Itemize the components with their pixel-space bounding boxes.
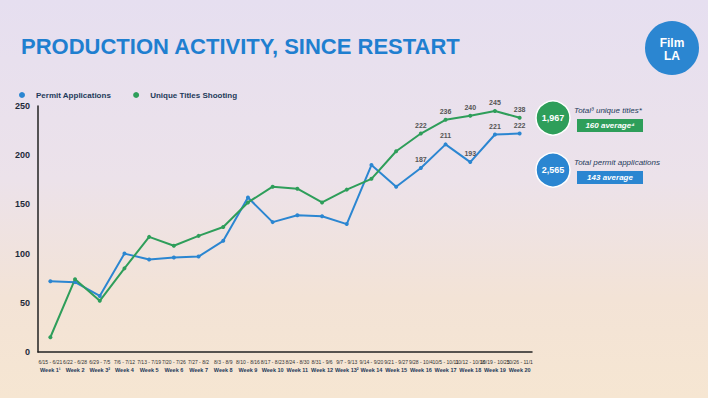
svg-text:10/12 - 10/18: 10/12 - 10/18: [455, 359, 485, 365]
svg-text:Week 17: Week 17: [435, 367, 457, 373]
svg-text:6/22 - 6/28: 6/22 - 6/28: [63, 359, 87, 365]
svg-text:Week 18: Week 18: [459, 367, 481, 373]
svg-text:Week 1¹: Week 1¹: [40, 367, 61, 373]
svg-text:50: 50: [20, 298, 30, 308]
svg-text:143 average: 143 average: [587, 173, 633, 182]
svg-text:Week 8: Week 8: [214, 367, 233, 373]
svg-text:Week 2: Week 2: [66, 367, 85, 373]
svg-text:8/31 - 9/6: 8/31 - 9/6: [311, 359, 332, 365]
svg-text:Permit Applications: Permit Applications: [36, 91, 111, 100]
svg-text:160 average⁴: 160 average⁴: [585, 121, 634, 130]
svg-text:1,967: 1,967: [542, 113, 565, 123]
svg-text:9/7 - 9/13: 9/7 - 9/13: [336, 359, 357, 365]
svg-text:Week 3²: Week 3²: [89, 367, 110, 373]
svg-text:8/10 - 8/16: 8/10 - 8/16: [236, 359, 260, 365]
svg-text:150: 150: [15, 199, 30, 209]
svg-text:193: 193: [464, 150, 476, 157]
svg-text:Week 13²: Week 13²: [335, 367, 359, 373]
svg-text:187: 187: [415, 156, 427, 163]
svg-text:Week 11: Week 11: [287, 367, 309, 373]
svg-text:250: 250: [15, 101, 30, 111]
svg-text:Unique Titles Shooting: Unique Titles Shooting: [150, 91, 237, 100]
svg-text:245: 245: [489, 99, 501, 106]
svg-text:10/5 - 10/11: 10/5 - 10/11: [432, 359, 459, 365]
svg-text:Week 19: Week 19: [484, 367, 506, 373]
svg-text:240: 240: [464, 104, 476, 111]
svg-text:6/15 - 6/21: 6/15 - 6/21: [38, 359, 62, 365]
svg-text:7/13 - 7/19: 7/13 - 7/19: [137, 359, 161, 365]
svg-text:Week 20: Week 20: [509, 367, 531, 373]
svg-text:Week 6: Week 6: [164, 367, 183, 373]
svg-text:222: 222: [415, 122, 427, 129]
svg-text:Week 5: Week 5: [140, 367, 159, 373]
svg-text:Week 16: Week 16: [410, 367, 432, 373]
svg-text:Total³ unique titles*: Total³ unique titles*: [574, 106, 643, 115]
svg-text:2,565: 2,565: [542, 165, 565, 175]
svg-text:Film: Film: [660, 36, 685, 50]
svg-text:Week 14: Week 14: [360, 367, 383, 373]
svg-text:8/17 - 8/23: 8/17 - 8/23: [261, 359, 285, 365]
svg-text:238: 238: [514, 106, 526, 113]
svg-text:200: 200: [15, 150, 30, 160]
svg-text:8/3 - 8/9: 8/3 - 8/9: [214, 359, 233, 365]
svg-text:Week 15: Week 15: [385, 367, 407, 373]
svg-text:236: 236: [440, 108, 452, 115]
svg-text:10/26 - 11/1: 10/26 - 11/1: [506, 359, 533, 365]
svg-text:9/21 - 9/27: 9/21 - 9/27: [384, 359, 408, 365]
svg-text:10/19 - 10/25: 10/19 - 10/25: [480, 359, 510, 365]
svg-text:0: 0: [25, 347, 30, 357]
svg-text:Week 9: Week 9: [239, 367, 258, 373]
svg-text:9/14 - 9/20: 9/14 - 9/20: [359, 359, 383, 365]
svg-text:7/20 - 7/26: 7/20 - 7/26: [162, 359, 186, 365]
svg-text:Total permit applications: Total permit applications: [574, 158, 660, 167]
svg-text:7/27 - 8/2: 7/27 - 8/2: [188, 359, 209, 365]
svg-text:8/24 - 8/30: 8/24 - 8/30: [285, 359, 309, 365]
svg-text:100: 100: [15, 249, 30, 259]
svg-text:Week 4: Week 4: [115, 367, 135, 373]
svg-text:Week 10: Week 10: [262, 367, 284, 373]
svg-text:Week 7: Week 7: [189, 367, 208, 373]
svg-text:211: 211: [440, 132, 451, 139]
svg-text:LA: LA: [664, 49, 680, 63]
svg-text:7/6 - 7/12: 7/6 - 7/12: [114, 359, 135, 365]
svg-text:9/28 - 10/4: 9/28 - 10/4: [409, 359, 433, 365]
svg-text:Week 12: Week 12: [311, 367, 333, 373]
svg-text:221: 221: [489, 123, 501, 130]
svg-text:PRODUCTION ACTIVITY, SINCE RES: PRODUCTION ACTIVITY, SINCE RESTART: [21, 34, 460, 59]
svg-text:222: 222: [514, 122, 526, 129]
svg-text:6/29 - 7/5: 6/29 - 7/5: [89, 359, 110, 365]
